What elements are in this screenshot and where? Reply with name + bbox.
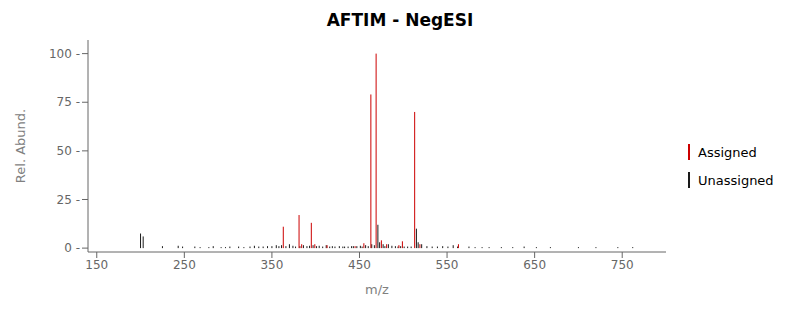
svg-text:450: 450 [348,258,371,272]
svg-text:Rel. Abund.: Rel. Abund. [13,109,28,183]
svg-text:350: 350 [260,258,283,272]
svg-text:150: 150 [85,258,108,272]
svg-text:550: 550 [436,258,459,272]
html-text:AFTIM - NegESI: AFTIM - NegESI [326,10,474,30]
svg-text:50 -: 50 - [57,144,80,158]
svg-text:750: 750 [611,258,634,272]
svg-text:100 -: 100 - [49,47,80,61]
html-text:Assigned: Assigned [698,144,757,160]
svg-text:250: 250 [173,258,196,272]
svg-text:m/z: m/z [365,282,389,297]
svg-text:650: 650 [523,258,546,272]
html-text:Unassigned: Unassigned [698,172,774,188]
svg-text:0 -: 0 - [64,241,80,255]
svg-text:75 -: 75 - [57,95,80,109]
svg-text:25 -: 25 - [57,193,80,207]
